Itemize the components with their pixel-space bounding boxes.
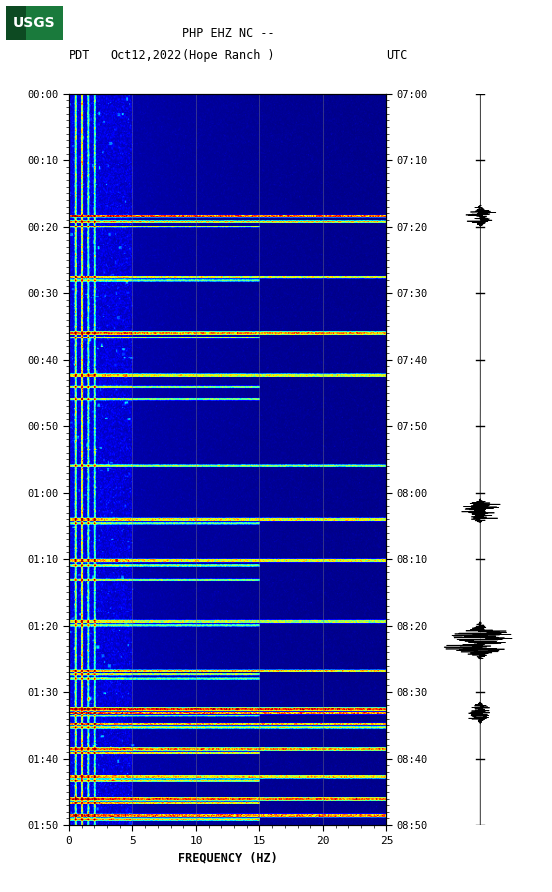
X-axis label: FREQUENCY (HZ): FREQUENCY (HZ): [178, 851, 278, 864]
Text: (Hope Ranch ): (Hope Ranch ): [182, 49, 274, 62]
Text: UTC: UTC: [386, 49, 408, 62]
Text: USGS: USGS: [13, 16, 56, 30]
Text: PDT: PDT: [69, 49, 91, 62]
Text: PHP EHZ NC --: PHP EHZ NC --: [182, 27, 274, 40]
FancyBboxPatch shape: [6, 6, 63, 40]
FancyBboxPatch shape: [6, 6, 26, 40]
Text: Oct12,2022: Oct12,2022: [110, 49, 182, 62]
